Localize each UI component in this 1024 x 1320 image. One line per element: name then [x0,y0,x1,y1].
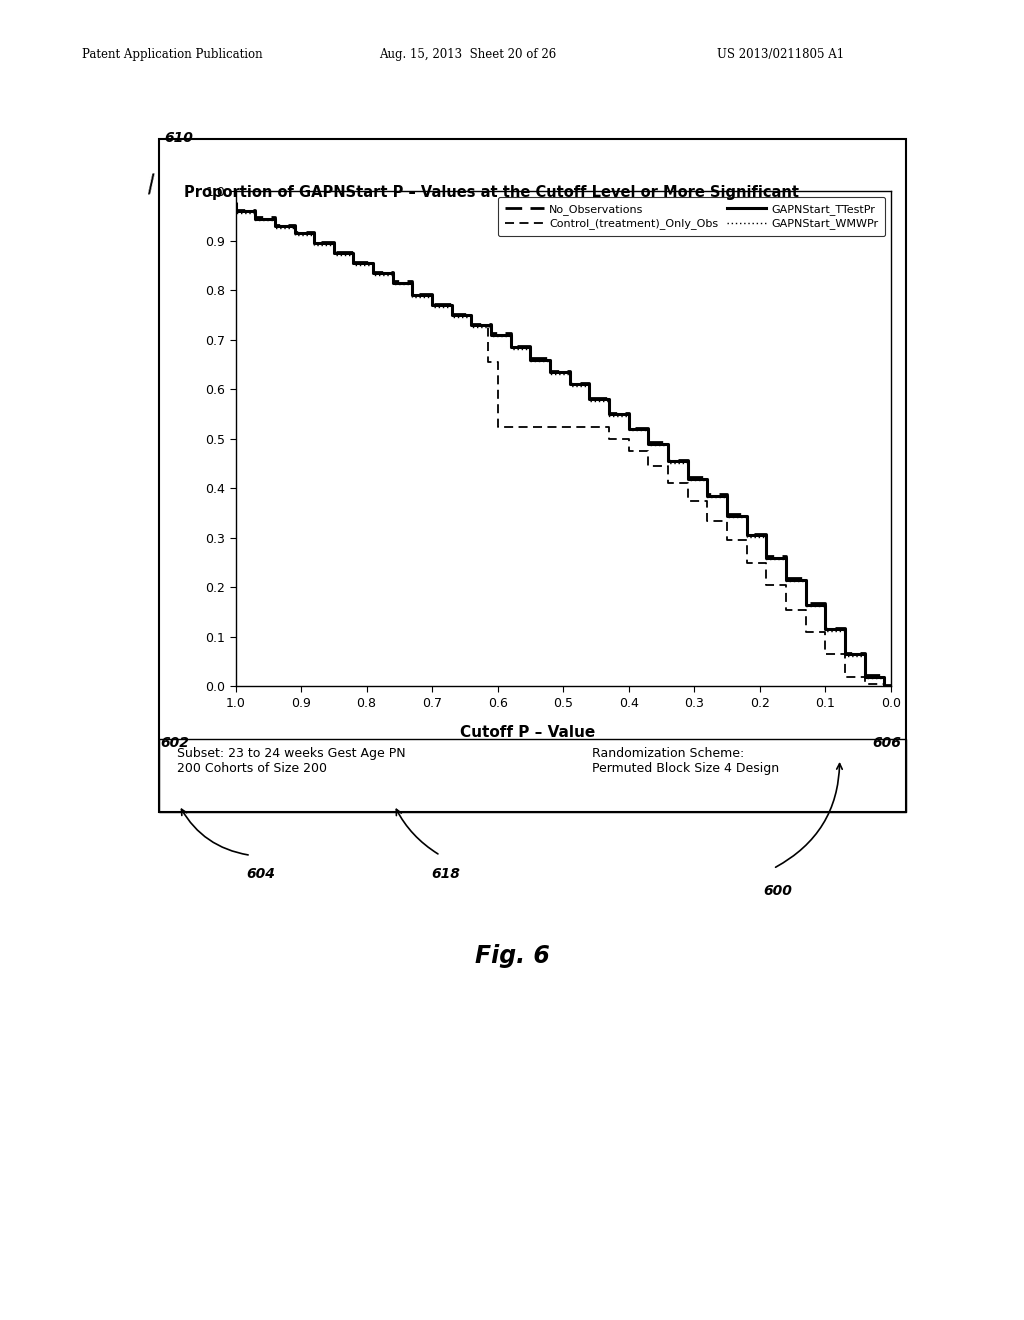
Text: Fig. 6: Fig. 6 [474,944,550,968]
Text: Cutoff P – Value: Cutoff P – Value [460,725,595,741]
Text: /: / [146,172,157,197]
Text: Patent Application Publication: Patent Application Publication [82,48,262,61]
Text: 600: 600 [764,884,793,899]
Text: 604: 604 [247,867,275,882]
Text: Aug. 15, 2013  Sheet 20 of 26: Aug. 15, 2013 Sheet 20 of 26 [379,48,556,61]
Text: 602: 602 [161,737,189,750]
Text: 606: 606 [872,737,901,750]
Text: US 2013/0211805 A1: US 2013/0211805 A1 [717,48,844,61]
Text: 618: 618 [431,867,460,882]
Text: Subset: 23 to 24 weeks Gest Age PN
200 Cohorts of Size 200: Subset: 23 to 24 weeks Gest Age PN 200 C… [177,747,406,775]
Text: Proportion of GAPNStart P – Values at the Cutoff Level or More Significant: Proportion of GAPNStart P – Values at th… [184,185,800,199]
Text: 610: 610 [164,131,193,145]
Legend: No_Observations, Control_(treatment)_Only_Obs, GAPNStart_TTestPr, GAPNStart_WMWP: No_Observations, Control_(treatment)_Onl… [498,197,886,236]
Text: Randomization Scheme:
Permuted Block Size 4 Design: Randomization Scheme: Permuted Block Siz… [592,747,779,775]
